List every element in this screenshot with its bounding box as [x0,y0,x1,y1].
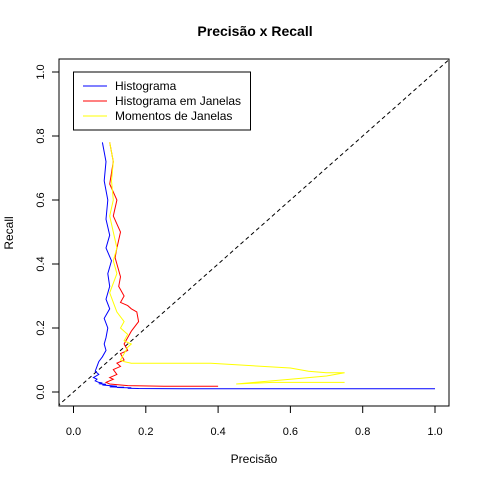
y-tick-label: 1.0 [35,64,47,79]
y-axis: 0.0 0.2 0.4 0.6 0.8 1.0 [35,64,60,400]
x-tick-label: 0.2 [138,426,153,438]
legend-box [73,71,251,131]
y-tick-label: 0.4 [35,256,47,271]
x-tick-label: 0.6 [283,426,298,438]
series-line-2 [104,142,219,387]
x-axis: 0.0 0.2 0.4 0.6 0.8 1.0 [66,405,443,438]
x-tick-label: 0.8 [355,426,370,438]
series-line-1 [92,142,435,390]
legend-label: Histograma [115,79,177,93]
plot-area [59,59,449,406]
x-tick-label: 1.0 [427,426,442,438]
y-axis-label: Recall [2,216,16,249]
y-tick-label: 0.2 [35,320,47,335]
series-line-3 [109,142,345,385]
x-tick-label: 0.4 [210,426,225,438]
y-tick-label: 0.6 [35,192,47,207]
legend-label: Histograma em Janelas [115,94,241,108]
diagonal-reference-line [59,59,449,406]
y-tick-label: 0.0 [35,384,47,399]
chart-title: Precisão x Recall [197,23,312,39]
legend-label: Momentos de Janelas [115,109,232,123]
x-tick-label: 0.0 [66,426,81,438]
y-tick-label: 0.8 [35,128,47,143]
x-axis-label: Precisão [231,452,278,466]
